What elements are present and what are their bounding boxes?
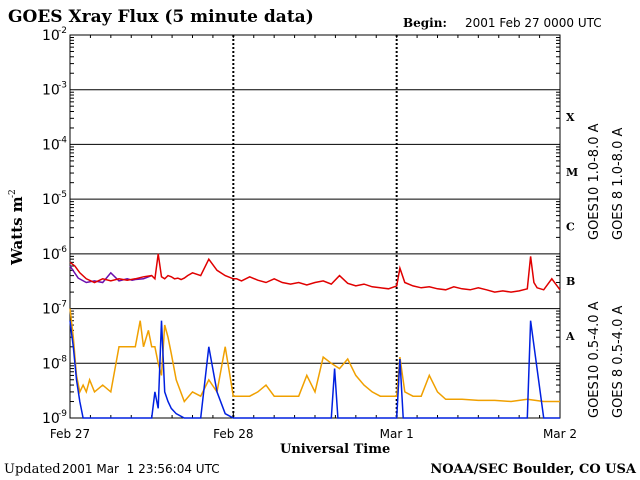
flare-class-label-M: M [566,166,578,179]
legend-goes8-short: GOES 8 0.5-4.0 A [611,306,626,418]
series-line-2 [69,308,560,403]
x-tick-label: Feb 27 [50,427,90,441]
begin-value: 2001 Feb 27 0000 UTC [465,16,602,30]
flare-class-label-B: B [566,275,575,288]
y-axis-label: Watts m [8,196,26,266]
y-axis-title: Watts m -2 [8,189,26,266]
y-tick-exponent: -2 [58,26,67,36]
y-tick-label: 10 [42,356,60,372]
updated-label: Updated [4,462,61,477]
flare-class-label-C: C [566,221,575,234]
series-line-0 [69,265,152,284]
y-tick-label: 10 [42,411,60,427]
y-tick-label: 10 [42,302,60,318]
legend-goes8-long: GOES 8 1.0-8.0 A [611,128,626,240]
updated-value: 2001 Mar 1 23:56:04 UTC [62,462,220,476]
y-tick-label: 10 [42,83,60,99]
y-tick-exponent: -7 [58,300,67,310]
y-tick-label: 10 [42,28,60,44]
flare-class-label-A: A [565,330,575,343]
y-tick-exponent: -5 [58,190,67,200]
begin-label: Begin: [403,16,447,30]
y-tick-label: 10 [42,192,60,208]
y-tick-exponent: -9 [58,409,67,419]
legend-goes10-long: GOES10 1.0-8.0 A [587,123,602,240]
y-tick-exponent: -4 [58,135,67,145]
y-tick-exponent: -8 [58,354,67,364]
series-line-1 [69,253,561,293]
y-tick-label: 10 [42,137,60,153]
y-tick-exponent: -3 [58,81,67,91]
x-tick-label: Feb 28 [213,427,253,441]
y-tick-label: 10 [42,247,60,263]
y-axis-label-exponent: -2 [8,189,18,198]
plot-frame [69,34,561,419]
legend-goes10-short: GOES10 0.5-4.0 A [587,301,602,418]
chart-title: GOES Xray Flux (5 minute data) [8,7,314,27]
x-tick-label: Mar 1 [380,427,414,441]
series-line-3 [69,320,560,419]
credit-text: NOAA/SEC Boulder, CO USA [430,462,637,477]
flare-class-label-X: X [566,111,575,124]
x-axis-label: Universal Time [280,442,390,457]
y-tick-exponent: -6 [58,245,67,255]
legend: GOES10 1.0-8.0 A GOES 8 1.0-8.0 A GOES10… [587,123,626,418]
x-tick-label: Mar 2 [543,427,577,441]
